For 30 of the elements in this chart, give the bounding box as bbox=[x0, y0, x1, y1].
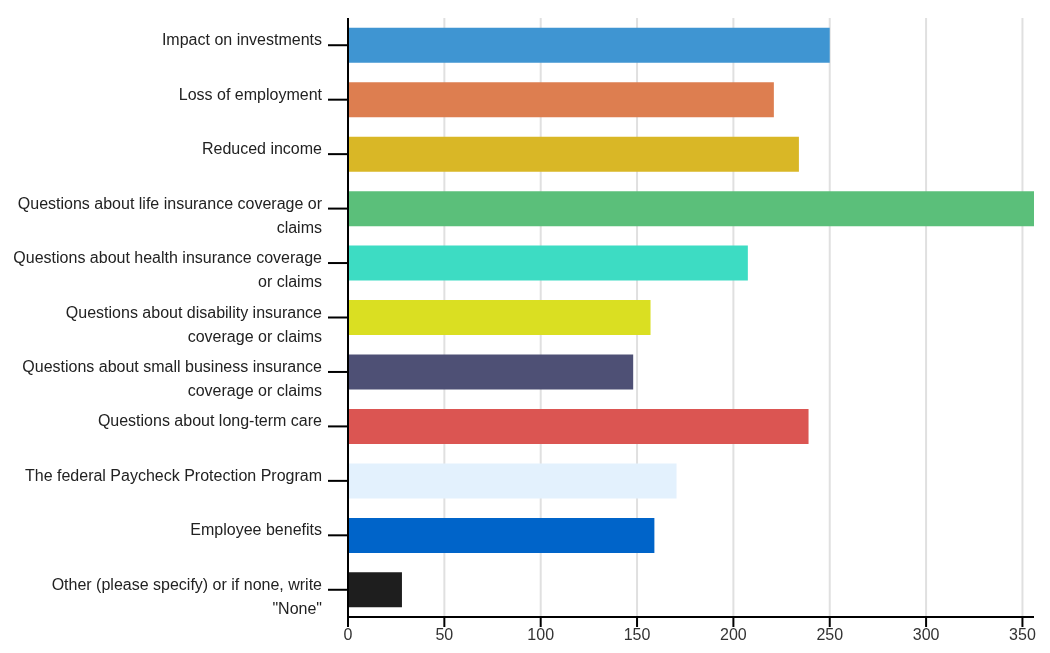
x-tick-label: 150 bbox=[623, 626, 651, 644]
x-tick-label: 100 bbox=[527, 626, 555, 644]
y-tick-label: Questions about life insurance coverage or claims bbox=[17, 194, 323, 236]
bar bbox=[348, 300, 651, 336]
bar bbox=[348, 463, 677, 499]
x-tick-label: 0 bbox=[343, 626, 353, 644]
bar bbox=[348, 572, 402, 608]
bar bbox=[348, 136, 799, 172]
x-tick-label: 50 bbox=[435, 626, 454, 644]
bar bbox=[348, 245, 748, 281]
y-tick-label: The federal Paycheck Protection Program bbox=[24, 466, 322, 484]
bar bbox=[348, 27, 830, 63]
y-tick-label: Questions about small business insurance coverage or claims bbox=[22, 357, 323, 399]
y-tick-label: Loss of employment bbox=[178, 85, 323, 103]
y-tick-label: Other (please specify) or if none, write "None" bbox=[51, 575, 323, 617]
y-tick-label: Employee benefits bbox=[190, 521, 322, 539]
y-tick-label: Questions about long-term care bbox=[97, 412, 323, 430]
bar bbox=[348, 191, 1034, 227]
bar bbox=[348, 517, 655, 553]
x-tick-label: 250 bbox=[816, 626, 844, 644]
y-tick-label: Reduced income bbox=[201, 140, 323, 158]
bar bbox=[348, 354, 634, 390]
x-tick-label: 350 bbox=[1009, 626, 1036, 644]
x-tick-label: 200 bbox=[720, 626, 747, 644]
x-tick-label: 300 bbox=[912, 626, 940, 644]
y-tick-label: Impact on investments bbox=[161, 31, 322, 49]
bar bbox=[348, 82, 774, 118]
y-tick-label: Questions about health insurance coverage or claims bbox=[13, 249, 323, 291]
bar bbox=[348, 408, 809, 444]
y-tick-label: Questions about disability insurance coverage or claims bbox=[65, 303, 323, 345]
